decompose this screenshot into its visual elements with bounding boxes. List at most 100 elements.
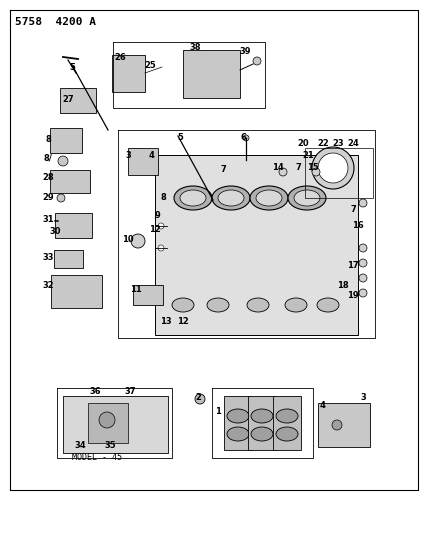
- Circle shape: [359, 259, 367, 267]
- Text: 26: 26: [114, 53, 126, 62]
- Ellipse shape: [276, 427, 298, 441]
- Bar: [128, 148, 158, 175]
- Text: 33: 33: [42, 254, 54, 262]
- Text: 3: 3: [125, 150, 131, 159]
- Circle shape: [195, 394, 205, 404]
- Ellipse shape: [227, 427, 249, 441]
- Text: 9: 9: [155, 211, 161, 220]
- Text: 8: 8: [45, 135, 51, 144]
- Text: 3: 3: [360, 393, 366, 402]
- Bar: [55, 213, 92, 238]
- Circle shape: [312, 168, 320, 176]
- Bar: [51, 275, 102, 308]
- Ellipse shape: [207, 298, 229, 312]
- Circle shape: [332, 420, 342, 430]
- Circle shape: [158, 223, 164, 229]
- Text: 5: 5: [69, 63, 75, 72]
- Text: 18: 18: [337, 280, 349, 289]
- Text: 5758  4200 A: 5758 4200 A: [15, 17, 96, 27]
- Ellipse shape: [172, 298, 194, 312]
- Text: 36: 36: [89, 387, 101, 397]
- Ellipse shape: [312, 147, 354, 189]
- Text: 35: 35: [104, 440, 116, 449]
- Bar: [318, 403, 370, 447]
- Bar: [273, 396, 301, 450]
- Text: 37: 37: [124, 387, 136, 397]
- Circle shape: [99, 412, 115, 428]
- Text: 12: 12: [177, 318, 189, 327]
- Text: 32: 32: [42, 280, 54, 289]
- Text: 11: 11: [130, 286, 142, 295]
- Text: 39: 39: [239, 47, 251, 56]
- Text: MODEL - 45: MODEL - 45: [72, 454, 122, 463]
- Bar: [50, 170, 90, 193]
- Text: 1: 1: [215, 408, 221, 416]
- Circle shape: [359, 199, 367, 207]
- Text: 10: 10: [122, 236, 134, 245]
- Text: 8/: 8/: [44, 154, 52, 163]
- Ellipse shape: [318, 153, 348, 183]
- Ellipse shape: [212, 186, 250, 210]
- Text: 2: 2: [195, 393, 201, 402]
- Bar: [60, 88, 96, 113]
- Bar: [50, 128, 82, 153]
- Ellipse shape: [174, 186, 212, 210]
- Ellipse shape: [251, 427, 273, 441]
- Text: 16: 16: [352, 221, 364, 230]
- Bar: [183, 50, 240, 98]
- Text: 24: 24: [347, 139, 359, 148]
- Text: 28: 28: [42, 174, 54, 182]
- Ellipse shape: [227, 409, 249, 423]
- Ellipse shape: [294, 190, 320, 206]
- Bar: [112, 55, 145, 92]
- Text: 25: 25: [144, 61, 156, 69]
- Circle shape: [57, 194, 65, 202]
- Text: 7: 7: [350, 206, 356, 214]
- Text: 6: 6: [240, 133, 246, 142]
- Ellipse shape: [247, 298, 269, 312]
- Ellipse shape: [317, 298, 339, 312]
- Text: 22: 22: [317, 139, 329, 148]
- Text: 7: 7: [295, 164, 301, 173]
- Text: 13: 13: [160, 318, 172, 327]
- Text: 23: 23: [332, 139, 344, 148]
- Bar: [305, 148, 373, 198]
- Circle shape: [158, 245, 164, 251]
- Bar: [248, 396, 276, 450]
- Ellipse shape: [250, 186, 288, 210]
- Text: 27: 27: [62, 95, 74, 104]
- Bar: [63, 396, 168, 453]
- Text: 4: 4: [320, 400, 326, 409]
- Text: 17: 17: [347, 261, 359, 270]
- Circle shape: [359, 244, 367, 252]
- Text: 7: 7: [220, 166, 226, 174]
- Text: 29: 29: [42, 192, 54, 201]
- Circle shape: [253, 57, 261, 65]
- Ellipse shape: [256, 190, 282, 206]
- Circle shape: [243, 135, 249, 141]
- Circle shape: [359, 289, 367, 297]
- Text: 4: 4: [149, 150, 155, 159]
- Bar: [54, 250, 83, 268]
- Text: 14: 14: [272, 164, 284, 173]
- Circle shape: [359, 274, 367, 282]
- Text: 5: 5: [177, 133, 183, 142]
- Text: 19: 19: [347, 290, 359, 300]
- Bar: [155, 155, 358, 335]
- Ellipse shape: [180, 190, 206, 206]
- Text: 38: 38: [189, 44, 201, 52]
- Text: 15: 15: [307, 164, 319, 173]
- Text: 12: 12: [149, 225, 161, 235]
- Bar: [88, 403, 128, 443]
- Bar: [224, 396, 252, 450]
- Text: 8: 8: [160, 193, 166, 203]
- Circle shape: [131, 234, 145, 248]
- Ellipse shape: [251, 409, 273, 423]
- Circle shape: [58, 156, 68, 166]
- Text: 21: 21: [302, 150, 314, 159]
- Circle shape: [279, 168, 287, 176]
- Ellipse shape: [218, 190, 244, 206]
- Text: 34: 34: [74, 440, 86, 449]
- Bar: [133, 285, 163, 305]
- Ellipse shape: [276, 409, 298, 423]
